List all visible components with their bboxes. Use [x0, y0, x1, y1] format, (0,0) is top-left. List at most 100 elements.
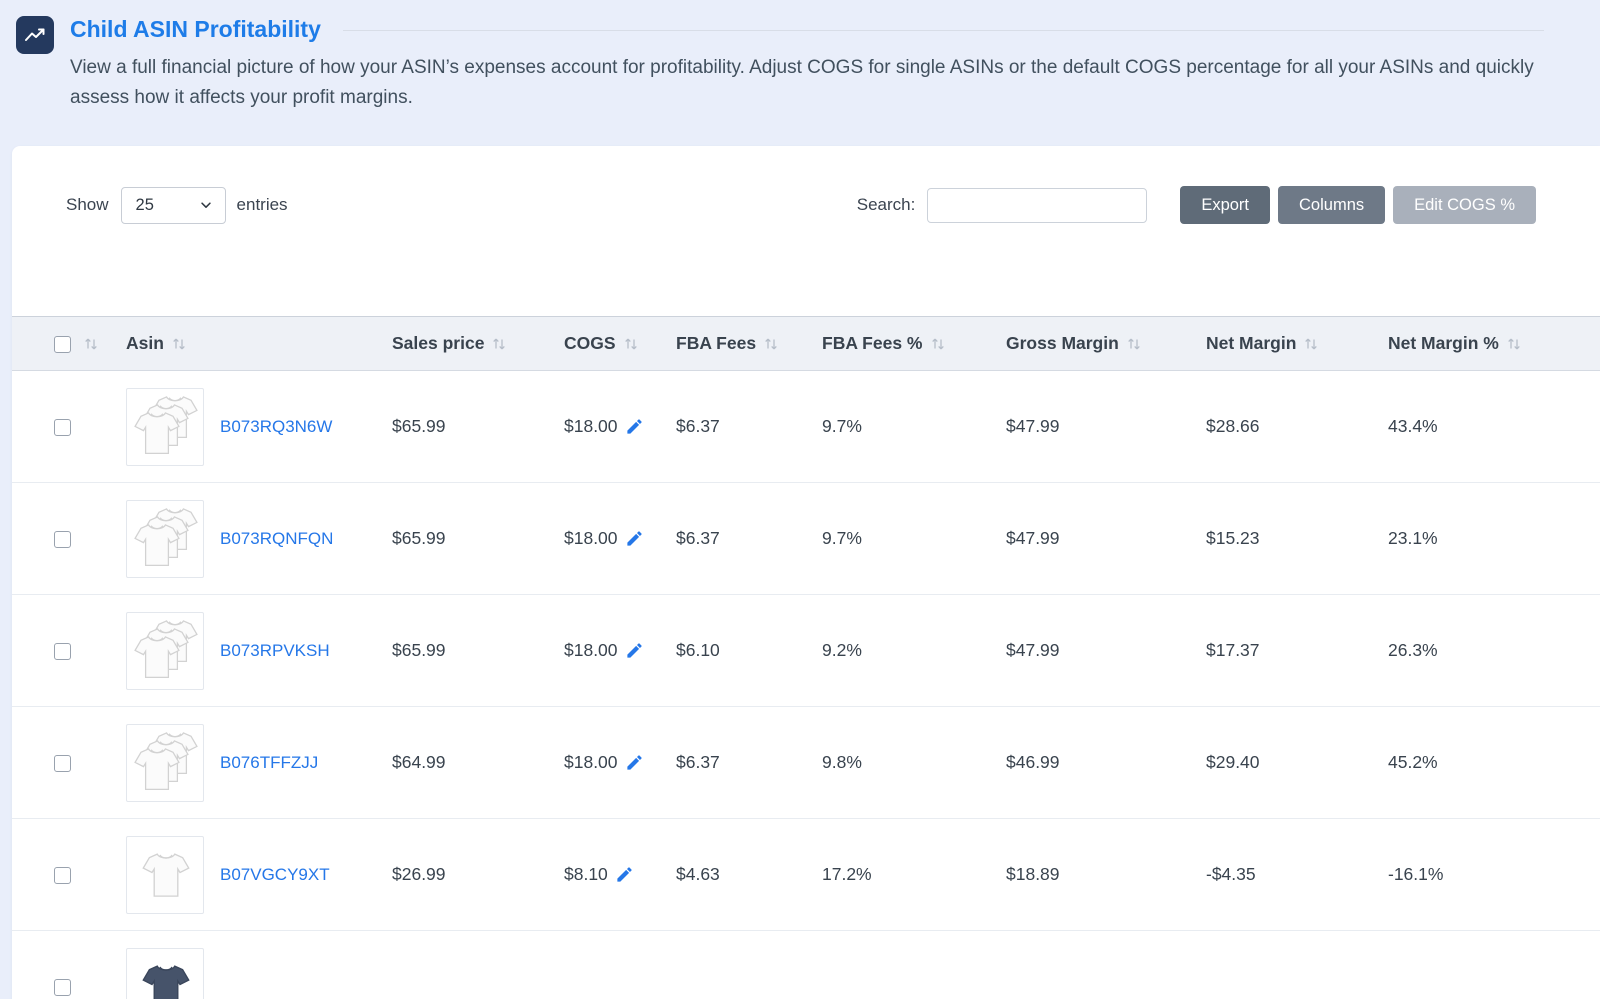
tshirt-image — [134, 635, 180, 678]
row-checkbox[interactable] — [54, 530, 71, 548]
asin-profitability-table: Asin Sales price COGS FBA Fees FBA Fees … — [12, 316, 1600, 999]
fba-fees-pct-value: 9.2% — [822, 640, 862, 661]
sales-price-value: $26.99 — [392, 864, 446, 885]
sort-icon — [493, 338, 506, 350]
fba-fees-value: $6.37 — [676, 528, 720, 549]
net-margin-value: $17.37 — [1206, 640, 1260, 661]
fba-fees-pct-value: 9.7% — [822, 528, 862, 549]
row-checkbox[interactable] — [54, 642, 71, 660]
page-title: Child ASIN Profitability — [70, 16, 321, 42]
select-all-checkbox[interactable] — [54, 335, 71, 353]
net-margin-pct-value: 45.2% — [1388, 752, 1438, 773]
sales-price-value: $64.99 — [392, 752, 446, 773]
edit-cogs-button[interactable]: Edit COGS % — [1393, 186, 1536, 225]
edit-cogs-pencil-icon[interactable] — [615, 865, 634, 884]
column-header-fba-fees-pct[interactable]: FBA Fees % — [808, 317, 992, 371]
row-checkbox[interactable] — [54, 978, 71, 996]
asin-link[interactable]: B076TFFZJJ — [220, 752, 319, 772]
column-header-asin[interactable]: Asin — [112, 317, 378, 371]
gross-margin-value: $46.99 — [1006, 752, 1060, 773]
table-toolbar: Show 25 entries Search: Export Columns E… — [12, 146, 1600, 225]
product-image — [126, 835, 204, 914]
asin-link[interactable]: B073RQ3N6W — [220, 416, 333, 436]
column-header-fba-fees[interactable]: FBA Fees — [662, 317, 808, 371]
entries-label: entries — [236, 195, 288, 215]
columns-button[interactable]: Columns — [1278, 186, 1386, 225]
fba-fees-value: $6.37 — [676, 752, 720, 773]
fba-fees-pct-value: 9.7% — [822, 416, 862, 437]
sort-icon — [765, 338, 777, 350]
cogs-value: $18.00 — [564, 416, 618, 437]
sales-price-value: $65.99 — [392, 640, 446, 661]
gross-margin-value: $18.89 — [1006, 864, 1060, 885]
gross-margin-value: $47.99 — [1006, 640, 1060, 661]
fba-fees-value: $6.10 — [676, 640, 720, 661]
page-header: Child ASIN Profitability View a full fin… — [0, 0, 1600, 113]
title-divider — [342, 30, 1544, 31]
edit-cogs-pencil-icon[interactable] — [625, 417, 644, 436]
product-image — [126, 499, 204, 578]
table-row: B073RQ3N6W $65.99 $18.00 $6.37 9.7% $47.… — [12, 370, 1600, 483]
table-body: B073RQ3N6W $65.99 $18.00 $6.37 9.7% $47.… — [12, 370, 1600, 999]
row-checkbox[interactable] — [54, 418, 71, 436]
fba-fees-pct-value: 9.8% — [822, 752, 862, 773]
fba-fees-value: $4.63 — [676, 864, 720, 885]
sort-icon — [1508, 338, 1520, 350]
fba-fees-value: $6.37 — [676, 416, 720, 437]
sort-icon — [1128, 338, 1140, 350]
gross-margin-value: $47.99 — [1006, 528, 1060, 549]
search-label: Search: — [856, 195, 916, 215]
page-description: View a full financial picture of how you… — [70, 57, 1534, 109]
net-margin-pct-value: 26.3% — [1388, 640, 1438, 661]
net-margin-pct-value: -16.1% — [1388, 864, 1444, 885]
page-size-value: 25 — [135, 195, 154, 214]
net-margin-pct-value: 43.4% — [1388, 416, 1438, 437]
cogs-value: $18.00 — [564, 752, 618, 773]
cogs-value: $18.00 — [564, 528, 618, 549]
table-header-row: Asin Sales price COGS FBA Fees FBA Fees … — [12, 316, 1600, 371]
net-margin-pct-value: 23.1% — [1388, 528, 1438, 549]
column-header-net-margin-pct[interactable]: Net Margin % — [1374, 317, 1600, 371]
tshirt-image — [134, 747, 180, 790]
asin-link[interactable]: B073RQNFQN — [220, 528, 334, 548]
sort-icon[interactable] — [83, 336, 99, 352]
page-size-select[interactable]: 25 — [120, 186, 226, 224]
gross-margin-value: $47.99 — [1006, 416, 1060, 437]
product-image — [126, 723, 204, 802]
sales-price-value: $65.99 — [392, 528, 446, 549]
table-row: B073RPVKSH $65.99 $18.00 $6.10 9.2% $47.… — [12, 594, 1600, 707]
sales-price-value: $65.99 — [392, 416, 446, 437]
search-input[interactable] — [927, 187, 1148, 223]
edit-cogs-pencil-icon[interactable] — [625, 641, 644, 660]
fba-fees-pct-value: 17.2% — [822, 864, 872, 885]
table-row: B076TFFZJJ $64.99 $18.00 $6.37 9.8% $46.… — [12, 706, 1600, 819]
chevron-down-icon — [200, 202, 211, 209]
asin-link[interactable]: B07VGCY9XT — [220, 864, 330, 884]
column-header-sales-price[interactable]: Sales price — [378, 317, 550, 371]
row-checkbox[interactable] — [54, 866, 71, 884]
row-checkbox[interactable] — [54, 754, 71, 772]
sort-icon — [624, 338, 637, 350]
table-row — [12, 930, 1600, 999]
net-margin-value: $28.66 — [1206, 416, 1260, 437]
edit-cogs-pencil-icon[interactable] — [625, 529, 644, 548]
cogs-value: $18.00 — [564, 640, 618, 661]
net-margin-value: -$4.35 — [1206, 864, 1256, 885]
edit-cogs-pencil-icon[interactable] — [625, 753, 644, 772]
show-label: Show — [66, 195, 109, 215]
column-header-cogs[interactable]: COGS — [550, 317, 662, 371]
column-header-gross-margin[interactable]: Gross Margin — [992, 317, 1192, 371]
sort-icon — [173, 338, 185, 350]
export-button[interactable]: Export — [1180, 186, 1271, 225]
table-row: B073RQNFQN $65.99 $18.00 $6.37 9.7% $47.… — [12, 482, 1600, 595]
product-image — [126, 387, 204, 466]
column-header-net-margin[interactable]: Net Margin — [1192, 317, 1374, 371]
tshirt-image — [142, 964, 190, 999]
tshirt-image — [134, 523, 180, 566]
product-image — [126, 611, 204, 690]
chart-trend-icon — [16, 16, 54, 54]
tshirt-image — [142, 852, 190, 897]
cogs-value: $8.10 — [564, 864, 608, 885]
asin-link[interactable]: B073RPVKSH — [220, 640, 330, 660]
sort-icon — [931, 338, 944, 350]
